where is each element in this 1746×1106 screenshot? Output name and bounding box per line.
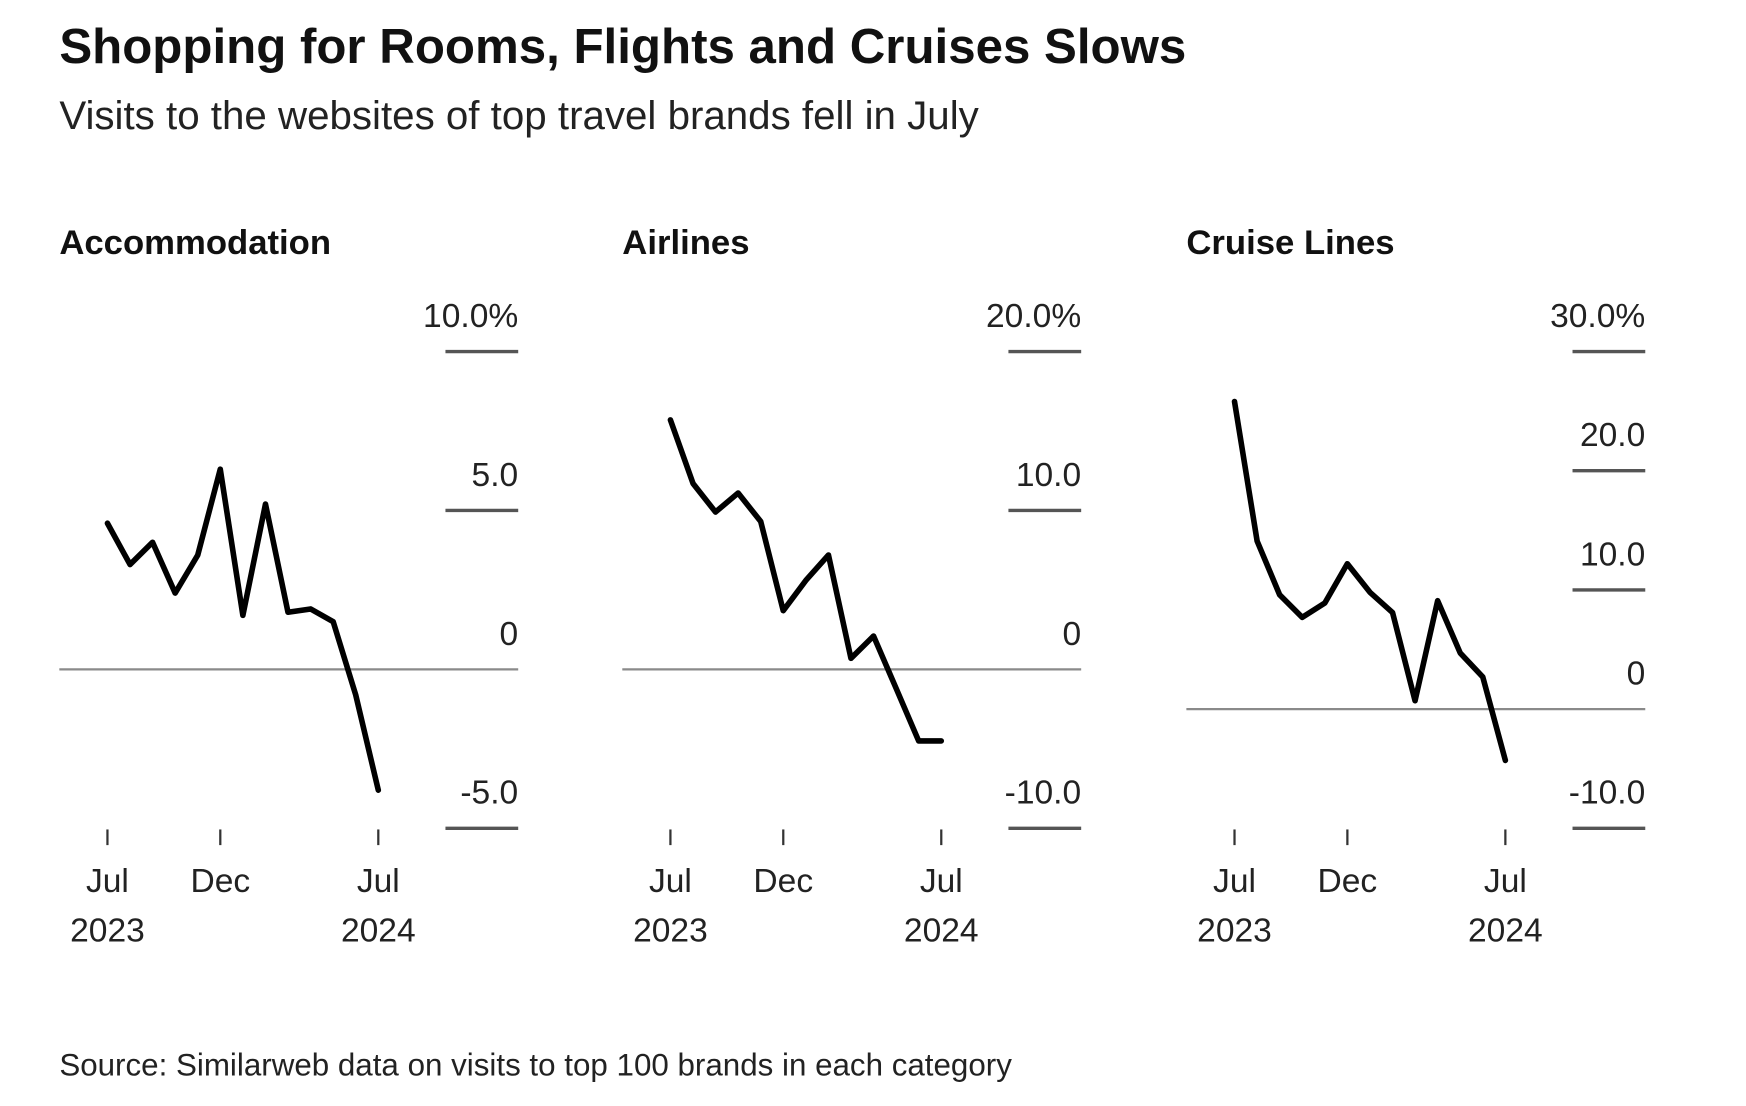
y-tick-label: 0 [1063, 616, 1082, 653]
panel-title: Accommodation [59, 224, 331, 262]
y-tick-label: 10.0% [423, 298, 518, 335]
chart-subtitle: Visits to the websites of top travel bra… [59, 93, 979, 138]
x-tick-label: Jul 2024 [1468, 863, 1543, 949]
y-tick-label: 5.0 [472, 457, 519, 494]
data-line [667, 417, 945, 744]
x-tick-label: Dec [753, 863, 813, 900]
y-tick-label: 20.0 [1580, 417, 1645, 454]
source-note: Source: Similarweb data on visits to top… [59, 1048, 1012, 1083]
y-tick-label: 10.0 [1580, 536, 1645, 573]
panel-title: Cruise Lines [1186, 224, 1394, 262]
data-line [104, 466, 382, 793]
x-tick-label: Jul 2023 [70, 863, 145, 949]
x-tick-label: Jul 2023 [1197, 863, 1272, 949]
chart-title: Shopping for Rooms, Flights and Cruises … [59, 19, 1186, 74]
x-tick-label: Dec [190, 863, 250, 900]
x-tick-label: Dec [1318, 863, 1378, 900]
y-tick-label: -10.0 [1005, 775, 1081, 812]
x-tick-label: Jul 2024 [341, 863, 416, 949]
panel-title: Airlines [622, 224, 749, 262]
data-line [1231, 398, 1509, 764]
y-tick-label: -5.0 [460, 775, 518, 812]
y-tick-label: -10.0 [1569, 775, 1646, 812]
x-tick-label: Jul 2023 [633, 863, 708, 949]
y-tick-label: 30.0% [1550, 298, 1645, 335]
y-tick-label: 0 [1627, 656, 1646, 693]
y-tick-label: 20.0% [986, 298, 1081, 335]
y-tick-label: 10.0 [1016, 457, 1081, 494]
y-tick-label: 0 [500, 616, 519, 653]
x-tick-label: Jul 2024 [904, 863, 979, 949]
